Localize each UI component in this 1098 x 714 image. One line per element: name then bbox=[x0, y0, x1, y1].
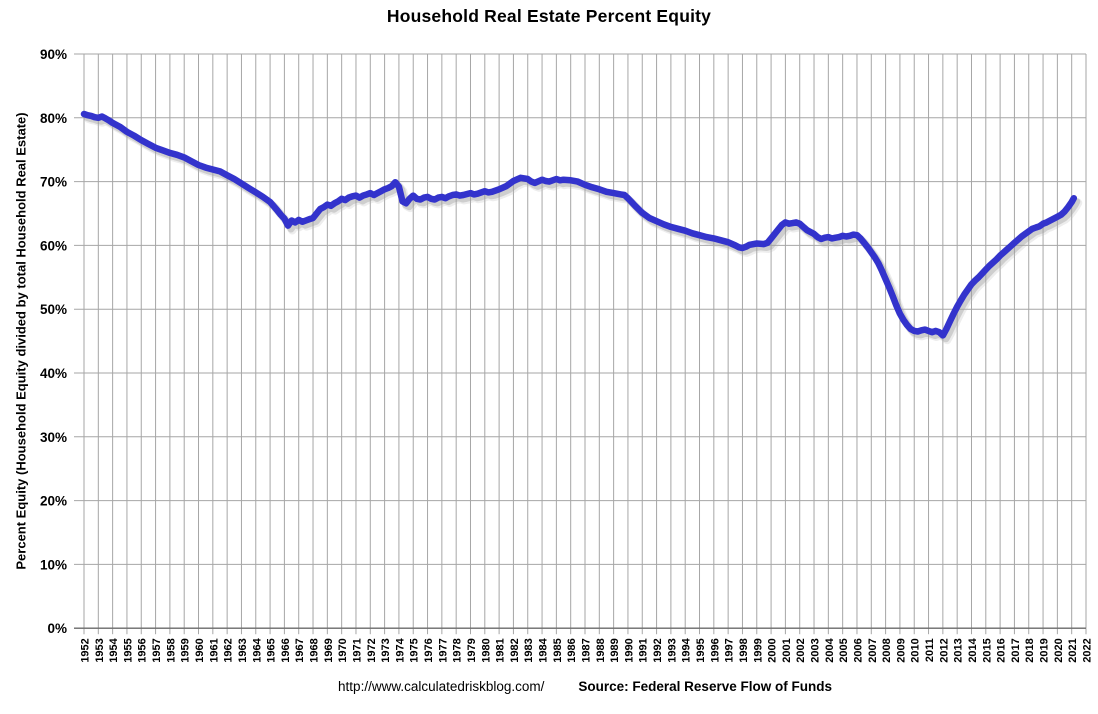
x-tick-label: 2004 bbox=[824, 637, 836, 662]
x-tick-label: 1991 bbox=[638, 638, 650, 662]
x-tick-label: 2017 bbox=[1010, 638, 1022, 662]
x-tick-label: 1989 bbox=[609, 638, 621, 662]
x-tick-label: 1957 bbox=[151, 638, 163, 662]
x-tick-label: 1960 bbox=[194, 638, 206, 662]
x-tick-label: 1988 bbox=[595, 638, 607, 662]
y-axis-title: Percent Equity (Household Equity divided… bbox=[13, 112, 29, 570]
x-tick-label: 2011 bbox=[924, 638, 936, 662]
x-tick-label: 1963 bbox=[237, 638, 249, 662]
x-tick-label: 2003 bbox=[810, 638, 822, 662]
x-tick-label: 2022 bbox=[1082, 638, 1094, 662]
x-tick-label: 1975 bbox=[409, 638, 421, 662]
x-tick-label: 1990 bbox=[623, 638, 635, 662]
x-tick-label: 1965 bbox=[266, 638, 278, 662]
x-tick-label: 1958 bbox=[165, 638, 177, 662]
x-tick-label: 1977 bbox=[437, 638, 449, 662]
x-tick-label: 1953 bbox=[94, 638, 106, 662]
x-tick-label: 2000 bbox=[767, 638, 779, 662]
tick-labels: 0%10%20%30%40%50%60%70%80%90%1952 1953 195… bbox=[40, 47, 1094, 663]
x-tick-label: 2010 bbox=[910, 638, 922, 662]
x-tick-label: 2008 bbox=[881, 638, 893, 662]
x-tick-label: 1997 bbox=[724, 638, 736, 662]
x-tick-label: 2007 bbox=[867, 638, 879, 662]
x-tick-label: 1985 bbox=[552, 638, 564, 662]
y-tick-label: 80% bbox=[40, 111, 67, 126]
x-tick-label: 1971 bbox=[351, 638, 363, 662]
x-tick-label: 1980 bbox=[480, 638, 492, 662]
x-tick-label: 1978 bbox=[452, 638, 464, 662]
x-tick-label: 1955 bbox=[122, 638, 134, 662]
y-tick-label: 50% bbox=[40, 302, 67, 317]
footer-source: Source: Federal Reserve Flow of Funds bbox=[578, 679, 832, 694]
x-tick-label: 1996 bbox=[709, 638, 721, 662]
x-tick-label: 2002 bbox=[795, 638, 807, 662]
axes bbox=[74, 627, 1087, 635]
y-tick-label: 20% bbox=[40, 494, 67, 509]
chart-title: Household Real Estate Percent Equity bbox=[386, 6, 712, 26]
x-tick-label: 2018 bbox=[1024, 638, 1036, 662]
x-tick-label: 1967 bbox=[294, 638, 306, 662]
footer: http://www.calculatedriskblog.com/Source… bbox=[36, 679, 1098, 694]
x-tick-label: 1966 bbox=[280, 638, 292, 662]
data-series bbox=[80, 110, 1083, 345]
y-tick-label: 90% bbox=[40, 47, 67, 62]
x-tick-label: 1976 bbox=[423, 638, 435, 662]
x-tick-label: 1984 bbox=[538, 637, 550, 662]
footer-url: http://www.calculatedriskblog.com/ bbox=[338, 679, 545, 694]
x-tick-label: 1970 bbox=[337, 638, 349, 662]
y-tick-label: 0% bbox=[47, 621, 67, 636]
x-tick-label: 1956 bbox=[137, 638, 149, 662]
x-tick-label: 2005 bbox=[838, 638, 850, 662]
x-tick-label: 1994 bbox=[681, 637, 693, 662]
x-tick-label: 1973 bbox=[380, 638, 392, 662]
y-tick-label: 70% bbox=[40, 175, 67, 190]
x-tick-label: 2006 bbox=[852, 638, 864, 662]
x-tick-label: 1969 bbox=[323, 638, 335, 662]
x-tick-label: 1979 bbox=[466, 638, 478, 662]
y-tick-label: 60% bbox=[40, 238, 67, 253]
x-tick-label: 2009 bbox=[895, 638, 907, 662]
x-tick-label: 1986 bbox=[566, 638, 578, 662]
x-tick-label: 1964 bbox=[251, 637, 263, 662]
x-tick-label: 1972 bbox=[366, 638, 378, 662]
x-tick-label: 1962 bbox=[223, 638, 235, 662]
x-tick-label: 1987 bbox=[581, 638, 593, 662]
x-tick-label: 2012 bbox=[938, 638, 950, 662]
x-tick-label: 1995 bbox=[695, 638, 707, 662]
x-tick-label: 2001 bbox=[781, 638, 793, 662]
x-tick-label: 1974 bbox=[394, 637, 406, 662]
gridlines bbox=[74, 53, 1087, 629]
x-tick-label: 2021 bbox=[1067, 638, 1079, 662]
x-tick-label: 2013 bbox=[953, 638, 965, 662]
x-tick-label: 1959 bbox=[180, 638, 192, 662]
y-tick-label: 30% bbox=[40, 430, 67, 445]
x-tick-label: 2015 bbox=[981, 638, 993, 662]
x-tick-label: 2014 bbox=[967, 637, 979, 662]
x-tick-label: 2016 bbox=[996, 638, 1008, 662]
y-tick-label: 40% bbox=[40, 366, 67, 381]
x-tick-label: 1999 bbox=[752, 638, 764, 662]
x-tick-label: 1961 bbox=[208, 638, 220, 662]
x-tick-label: 1954 bbox=[108, 637, 120, 662]
x-tick-label: 1992 bbox=[652, 638, 664, 662]
x-tick-label: 1993 bbox=[666, 638, 678, 662]
x-tick-label: 1982 bbox=[509, 638, 521, 662]
x-tick-label: 1952 bbox=[80, 638, 92, 662]
series-line-shadow-outer bbox=[83, 114, 1083, 345]
x-tick-label: 1981 bbox=[495, 638, 507, 662]
x-tick-label: 1968 bbox=[309, 638, 321, 662]
x-tick-label: 2020 bbox=[1053, 638, 1065, 662]
x-tick-label: 1998 bbox=[738, 638, 750, 662]
y-tick-label: 10% bbox=[40, 557, 67, 572]
x-tick-label: 1983 bbox=[523, 638, 535, 662]
x-tick-label: 2019 bbox=[1039, 638, 1051, 662]
series-line bbox=[80, 110, 1078, 339]
